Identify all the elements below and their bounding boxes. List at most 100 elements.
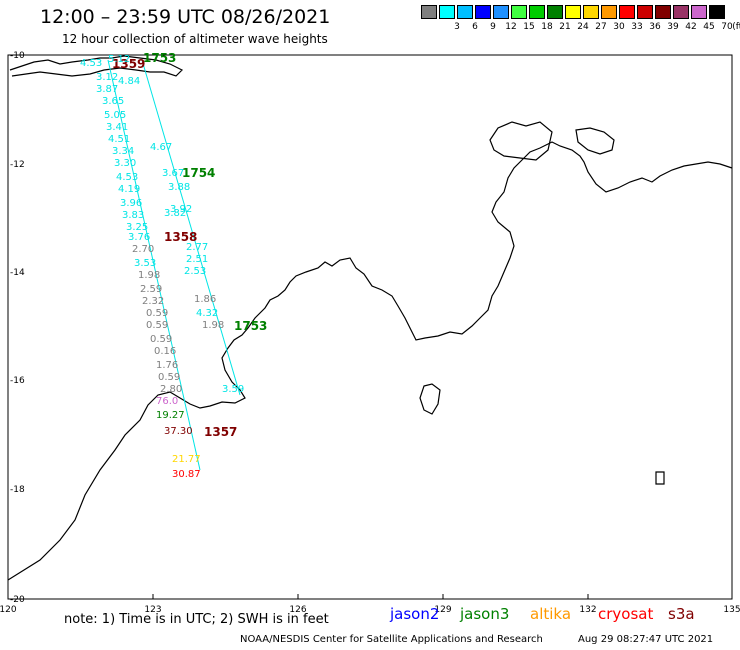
latitude-tick: -10: [10, 51, 25, 61]
wave-height-value: 4.67: [150, 142, 172, 153]
colorbar-label: 42: [685, 22, 697, 32]
colorbar-swatch: [565, 5, 581, 19]
wave-height-value: 0.16: [154, 346, 176, 357]
australia-coastline: [7, 141, 733, 581]
satellite-legend-cryosat: cryosat: [598, 605, 654, 623]
groote-eylandt: [419, 383, 441, 415]
latitude-tick: -18: [10, 485, 25, 495]
latitude-tick: -20: [10, 595, 25, 605]
small-island: [655, 471, 665, 485]
wave-height-value: 1.98: [202, 320, 224, 331]
wave-height-value: 2.53: [184, 266, 206, 277]
colorbar-unit: (ft): [732, 22, 740, 32]
colorbar-label: 6: [472, 22, 478, 32]
wave-height-value: 3.82: [164, 208, 186, 219]
track-label: 1754: [182, 166, 215, 180]
latitude-tick: -14: [10, 268, 25, 278]
wave-height-value: 3.92: [170, 204, 192, 215]
colorbar-swatch: [547, 5, 563, 19]
colorbar-label: 45: [703, 22, 715, 32]
colorbar-label: 3: [454, 22, 460, 32]
colorbar-swatch: [493, 5, 509, 19]
credit-text: NOAA/NESDIS Center for Satellite Applica…: [240, 634, 543, 645]
colorbar-swatch: [691, 5, 707, 19]
wave-height-value: 2.77: [186, 242, 208, 253]
latitude-tick: -12: [10, 160, 25, 170]
wave-height-value: 3.53: [134, 258, 156, 269]
wave-height-value: 3.87: [96, 84, 118, 95]
colorbar-swatch: [601, 5, 617, 19]
map-title: 12:00 – 23:59 UTC 08/26/2021: [40, 6, 331, 28]
colorbar-swatch: [439, 5, 455, 19]
wave-height-value: 3.65: [102, 96, 124, 107]
bathurst-island: [489, 121, 553, 161]
wave-height-value: 0.59: [146, 320, 168, 331]
wave-height-value: 4.32: [196, 308, 218, 319]
wave-height-value: 3.12: [96, 72, 118, 83]
wave-height-value: 21.77: [172, 454, 201, 465]
wave-height-value: 4.53: [116, 172, 138, 183]
longitude-tick: 120: [0, 605, 17, 615]
wave-height-value: 3.25: [126, 222, 148, 233]
track-label: 1357: [204, 425, 237, 439]
wave-height-value: 1.86: [194, 294, 216, 305]
wave-height-value: 1.98: [138, 270, 160, 281]
satellite-legend-s3a: s3a: [668, 605, 695, 623]
colorbar-swatch: [529, 5, 545, 19]
colorbar-label: 9: [490, 22, 496, 32]
wave-height-labels: 5.12 4.53 3.123.873.65 5.053.414.513.343.30…: [80, 54, 244, 480]
wave-height-value: 0.59: [150, 334, 172, 345]
wave-height-value: 4.19: [118, 184, 140, 195]
generation-timestamp: Aug 29 08:27:47 UTC 2021: [578, 634, 714, 645]
colorbar-label: 36: [649, 22, 661, 32]
wave-height-value: 2.51: [186, 254, 208, 265]
colorbar-label: 33: [631, 22, 643, 32]
wave-height-value: 0.59: [146, 308, 168, 319]
melville-island: [575, 127, 615, 155]
footer-note: note: 1) Time is in UTC; 2) SWH is in fe…: [64, 612, 329, 627]
latitude-tick: -16: [10, 376, 25, 386]
wave-height-value: 4.51: [108, 134, 130, 145]
colorbar-label: 39: [667, 22, 679, 32]
track-label: 1753: [234, 319, 267, 333]
colorbar-label: 24: [577, 22, 589, 32]
longitude-tick-labels: 120 123 126 129 132 135: [0, 594, 740, 615]
wave-height-value: 5.05: [104, 110, 126, 121]
wave-height-value: 3.41: [106, 122, 128, 133]
colorbar-swatch: [421, 5, 437, 19]
colorbar-swatch: [475, 5, 491, 19]
wave-height-value: 4.53: [80, 58, 102, 69]
colorbar-label: 15: [523, 22, 535, 32]
colorbar-swatch: [511, 5, 527, 19]
colorbar-swatch: [637, 5, 653, 19]
longitude-tick: 135: [723, 605, 740, 615]
wave-height-value: 3.96: [120, 198, 142, 209]
ground-track-1359: [107, 59, 201, 471]
wave-height-value: 3.88: [168, 182, 190, 193]
colorbar-label: 30: [613, 22, 625, 32]
wave-height-value: 2.59: [140, 284, 162, 295]
colorbar-label: 18: [541, 22, 553, 32]
colorbar-swatch: [619, 5, 635, 19]
wave-height-value: 37.30: [164, 426, 193, 437]
colorbar-swatch: [709, 5, 725, 19]
wave-height-value: 0.59: [158, 372, 180, 383]
wave-height-value: 3.83: [122, 210, 144, 221]
wave-height-value: 2.70: [132, 244, 154, 255]
colorbar-swatch: [457, 5, 473, 19]
satellite-legend-altika: altika: [530, 605, 572, 623]
wave-height-value: 4.84: [118, 76, 140, 87]
wave-height-value: 1.76: [156, 360, 178, 371]
wave-height-value: 3.76: [128, 232, 150, 243]
satellite-legend-jason2: jason2: [390, 605, 440, 623]
wave-height-value: 2.32: [142, 296, 164, 307]
wave-height-value: 19.27: [156, 410, 185, 421]
track-label: 1358: [164, 230, 197, 244]
colorbar-label: 27: [595, 22, 607, 32]
colorbar-swatch: [583, 5, 599, 19]
longitude-tick: 123: [144, 605, 161, 615]
colorbar-label: 12: [505, 22, 517, 32]
longitude-tick: 129: [434, 605, 451, 615]
